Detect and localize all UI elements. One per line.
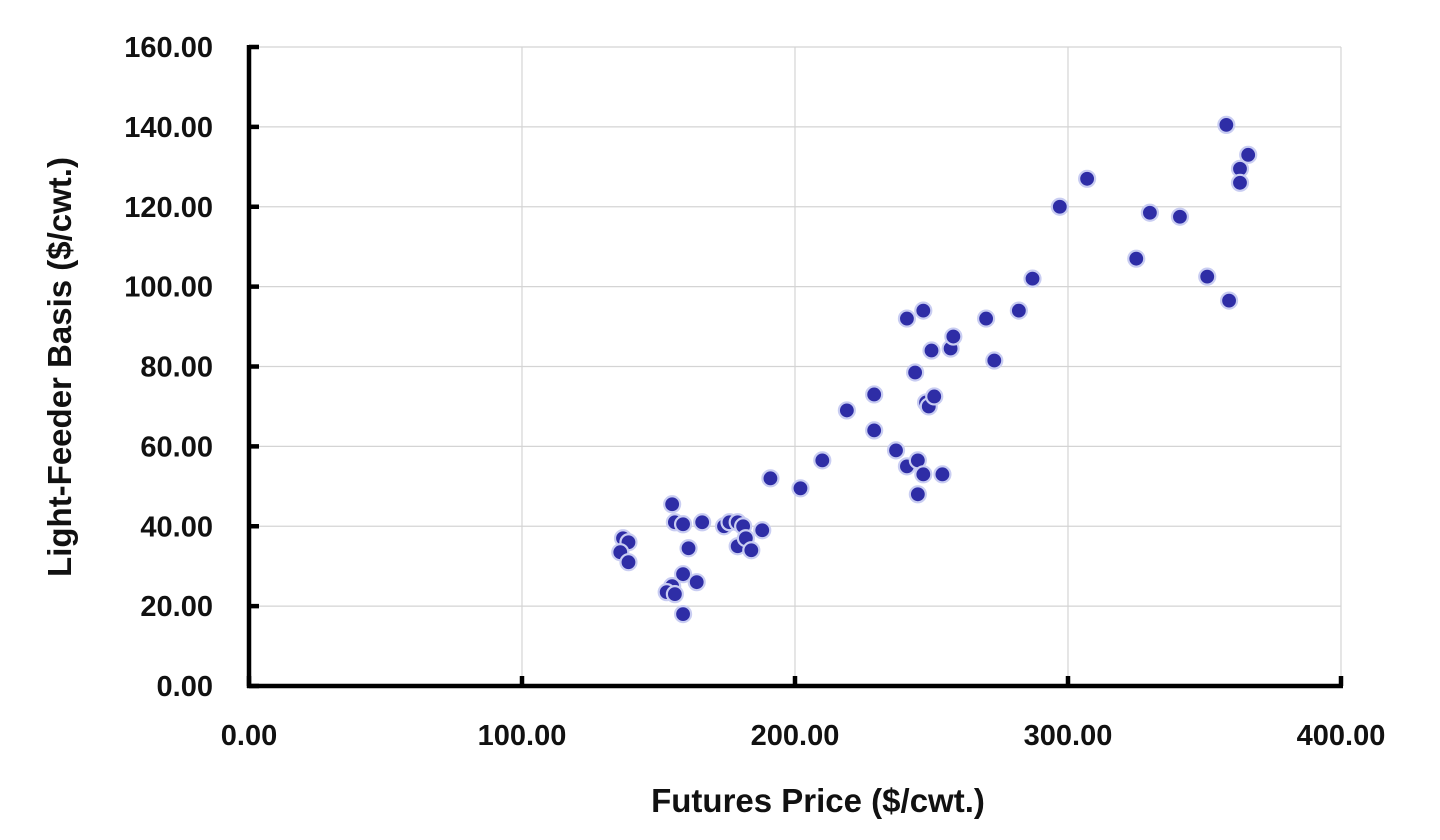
y-axis-title: Light-Feeder Basis ($/cwt.) xyxy=(41,157,78,577)
data-point xyxy=(1050,197,1069,216)
data-point xyxy=(897,309,917,328)
data-point xyxy=(679,539,698,558)
data-point xyxy=(865,385,884,404)
data-point xyxy=(1239,145,1258,164)
data-point xyxy=(837,401,856,420)
data-point xyxy=(1170,207,1190,226)
data-point xyxy=(1198,267,1217,286)
data-point xyxy=(1219,291,1239,310)
data-point xyxy=(933,465,952,484)
data-points xyxy=(611,115,1258,624)
data-point xyxy=(1078,169,1097,188)
gridlines xyxy=(249,46,1342,686)
x-tick-label: 400.00 xyxy=(1297,720,1386,752)
y-tick-label: 60.00 xyxy=(140,431,213,463)
axes xyxy=(246,44,1344,689)
data-point xyxy=(663,495,682,514)
tick-labels: 0.00 20.00 40.00 60.00 80.00 100.00 120.00 140.… xyxy=(124,32,1385,752)
data-point xyxy=(914,301,933,320)
y-tick-label: 40.00 xyxy=(140,511,213,543)
data-point xyxy=(985,351,1004,370)
y-tick-label: 0.00 xyxy=(157,671,213,703)
data-point xyxy=(922,341,941,360)
data-point xyxy=(693,513,712,532)
y-tick-label: 100.00 xyxy=(124,272,213,304)
data-point xyxy=(1009,301,1028,320)
data-point xyxy=(865,421,884,440)
data-point xyxy=(753,521,772,540)
data-point xyxy=(1217,115,1236,134)
data-point xyxy=(976,309,996,328)
data-point xyxy=(1230,173,1250,192)
x-tick-label: 200.00 xyxy=(751,720,840,752)
y-tick-label: 20.00 xyxy=(140,591,213,623)
data-point xyxy=(673,565,693,584)
data-point xyxy=(673,515,693,534)
data-point xyxy=(761,469,780,488)
data-point xyxy=(813,451,832,470)
data-point xyxy=(1023,269,1042,288)
y-tick-label: 120.00 xyxy=(124,192,213,224)
data-point xyxy=(908,485,927,504)
x-axis-title: Futures Price ($/cwt.) xyxy=(651,782,985,819)
y-tick-label: 80.00 xyxy=(140,352,213,384)
y-tick-label: 140.00 xyxy=(124,112,213,144)
data-point xyxy=(906,363,925,382)
x-tick-label: 0.00 xyxy=(221,720,277,752)
data-point xyxy=(925,387,944,406)
data-point xyxy=(791,479,810,498)
data-point xyxy=(914,465,933,484)
data-point xyxy=(886,441,906,460)
data-point xyxy=(742,541,761,560)
data-point xyxy=(673,605,693,624)
y-tick-label: 160.00 xyxy=(124,32,213,64)
x-tick-label: 100.00 xyxy=(478,720,567,752)
data-point xyxy=(687,573,706,592)
data-point xyxy=(619,553,638,572)
data-point xyxy=(1140,203,1160,222)
data-point xyxy=(665,585,684,604)
x-tick-label: 300.00 xyxy=(1024,720,1113,752)
data-point xyxy=(1127,249,1146,268)
data-point xyxy=(944,327,963,346)
